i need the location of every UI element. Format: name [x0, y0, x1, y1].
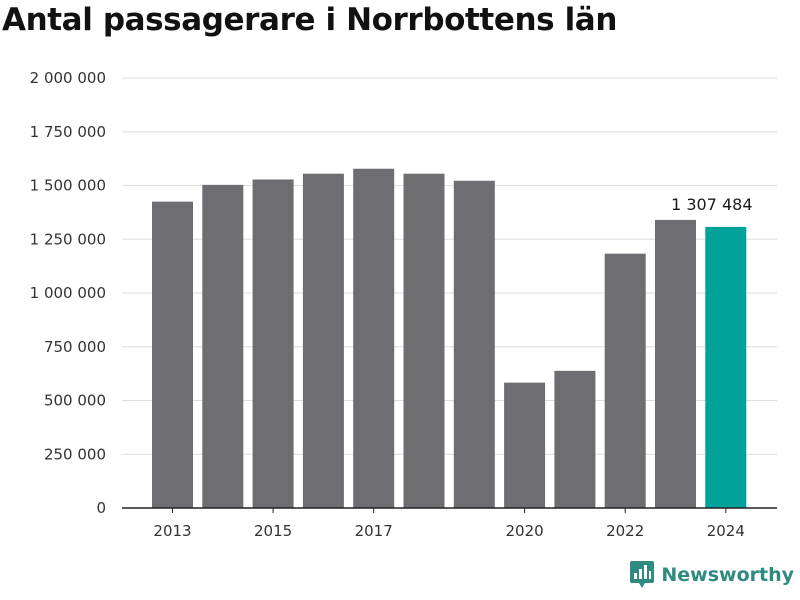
chart-title: Antal passagerare i Norrbottens län — [2, 2, 617, 38]
bar — [353, 168, 395, 509]
y-tick-label: 1 000 000 — [30, 284, 106, 302]
x-tick-label: 2024 — [707, 522, 745, 540]
newsworthy-logo-icon — [630, 561, 655, 588]
x-tick-label: 2020 — [506, 522, 544, 540]
x-axis — [122, 507, 777, 513]
y-tick-label: 1 500 000 — [30, 177, 106, 195]
data-labels: 1 307 484 — [671, 195, 752, 214]
bar — [403, 173, 445, 509]
bar — [453, 180, 495, 508]
y-tick-label: 1 250 000 — [30, 230, 106, 248]
y-tick-label: 0 — [96, 499, 106, 517]
y-tick-label: 500 000 — [44, 392, 106, 410]
brand-name: Newsworthy — [661, 564, 794, 586]
bar — [655, 219, 696, 508]
bar — [504, 382, 546, 508]
highlight-value-label: 1 307 484 — [671, 195, 752, 214]
x-tick-label: 2022 — [606, 522, 644, 540]
y-axis-tick-labels: 0 250 000 500 000 750 000 1 000 000 1 250 000… — [30, 69, 106, 517]
newsworthy-brand: Newsworthy — [629, 560, 794, 590]
x-tick-label: 2013 — [153, 522, 191, 540]
bar — [202, 184, 244, 509]
y-tick-label: 2 000 000 — [30, 69, 106, 87]
bar — [554, 370, 596, 508]
x-tick-label: 2017 — [355, 522, 393, 540]
bars — [152, 168, 747, 509]
bar — [604, 253, 646, 508]
bar — [252, 179, 294, 509]
bar — [152, 201, 193, 508]
bar-highlighted — [705, 226, 747, 509]
x-tick-label: 2015 — [254, 522, 292, 540]
y-tick-label: 750 000 — [44, 338, 106, 356]
y-tick-label: 1 750 000 — [30, 123, 106, 141]
y-tick-label: 250 000 — [44, 445, 106, 463]
x-axis-tick-labels: 2013 2015 2017 2020 2022 2024 — [153, 522, 744, 540]
bar — [302, 173, 344, 509]
